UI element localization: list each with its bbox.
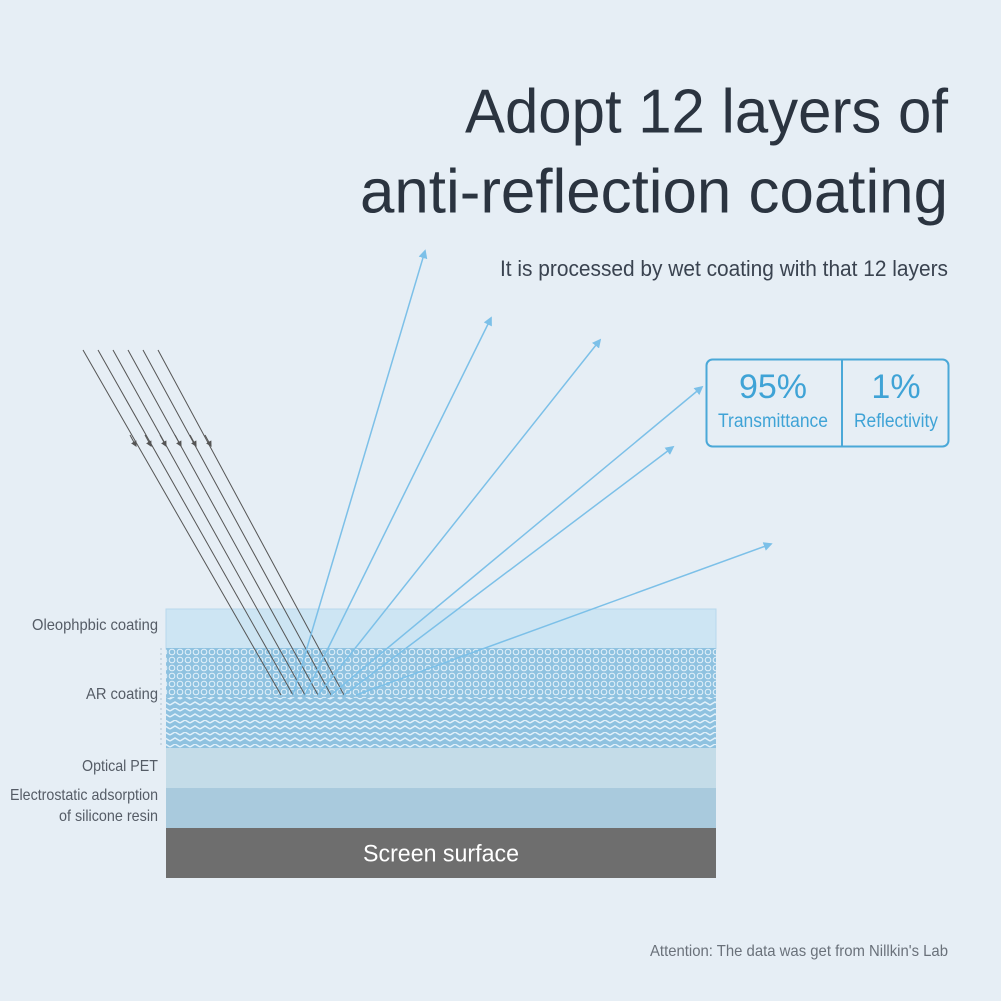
ray [157, 349, 345, 696]
ray-arrow [129, 434, 137, 448]
silicone-layer [166, 788, 716, 828]
ray-arrow [189, 434, 197, 448]
stat-label: Reflectivity [854, 411, 938, 432]
ray [127, 349, 319, 696]
subtitle: It is processed by wet coating with that… [500, 256, 948, 281]
ray-arrow [174, 434, 182, 448]
oleophobic-layer [165, 608, 717, 650]
ar-layer-circles [166, 648, 716, 698]
ray-arrow [204, 434, 212, 448]
ray-arrow [159, 434, 167, 448]
layer-label: Optical PET [82, 758, 158, 775]
footer-note: Attention: The data was get from Nillkin… [650, 943, 948, 960]
ray [82, 349, 282, 696]
ray [97, 349, 294, 696]
stat-value: 95% [739, 368, 807, 406]
ray [142, 349, 332, 696]
ray [112, 349, 306, 696]
layer-label: Oleophpbic coating [32, 617, 158, 634]
ray [317, 338, 602, 696]
ray [304, 316, 492, 696]
layer-label: Electrostatic adsorption [10, 787, 158, 804]
ray [343, 445, 675, 696]
screen-layer [166, 828, 716, 878]
ray [330, 385, 704, 696]
incident-rays [82, 349, 345, 696]
title-line: anti-reflection coating [360, 157, 948, 226]
reflected-rays [292, 249, 773, 696]
ray [355, 542, 773, 696]
ray [292, 249, 428, 696]
layer-label: AR coating [86, 686, 158, 703]
layer-label: of silicone resin [59, 808, 158, 825]
stat-value: 1% [871, 368, 920, 406]
screen-label: Screen surface [363, 840, 519, 867]
title-line: Adopt 12 layers of [465, 77, 949, 146]
stats-box [705, 358, 950, 448]
ray-arrow [144, 434, 152, 448]
pet-layer [166, 748, 716, 788]
ar-layer-chevrons [166, 698, 716, 748]
stat-label: Transmittance [718, 411, 828, 432]
